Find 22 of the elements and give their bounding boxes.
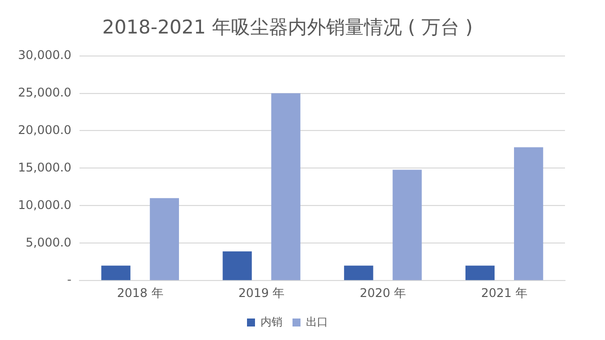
bar <box>101 266 130 280</box>
bar <box>222 251 252 280</box>
y-tick-label: - <box>67 272 72 287</box>
y-tick-label: 10,000.0 <box>18 198 72 212</box>
y-tick-label: 15,000.0 <box>18 160 72 174</box>
y-tick-label: 20,000.0 <box>18 122 72 137</box>
bar <box>344 266 374 280</box>
bar <box>271 93 300 280</box>
y-tick-label: 25,000.0 <box>18 85 72 100</box>
bar <box>514 147 544 280</box>
legend-label: 出口 <box>306 315 328 328</box>
x-tick-label: 2018 年 <box>116 286 164 300</box>
x-tick-label: 2021 年 <box>481 286 528 300</box>
chart-title: 2018-2021 年吸尘器内外销量情况 ( 万台 ) <box>102 16 473 38</box>
bar <box>392 170 422 280</box>
legend-label: 内销 <box>260 315 282 328</box>
bar <box>150 198 179 280</box>
y-tick-label: 30,000.0 <box>18 48 72 62</box>
x-tick-label: 2019 年 <box>238 286 285 300</box>
x-tick-label: 2020 年 <box>360 286 406 300</box>
bar <box>465 266 495 280</box>
y-tick-label: 5,000.0 <box>26 235 72 250</box>
